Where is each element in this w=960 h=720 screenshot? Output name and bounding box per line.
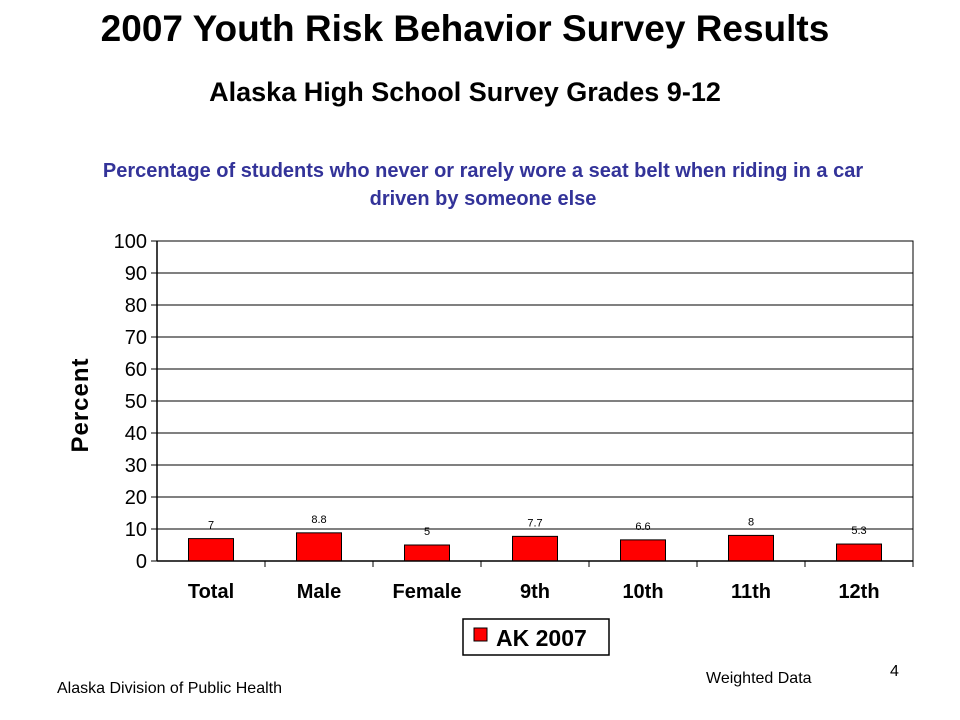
x-tick-label: Male xyxy=(297,581,341,603)
y-tick-label: 40 xyxy=(125,423,147,445)
data-label: 8.8 xyxy=(311,514,326,526)
data-label: 5.3 xyxy=(851,525,866,537)
legend-box xyxy=(462,618,610,656)
bar xyxy=(620,539,666,562)
y-axis-label: Percent xyxy=(67,357,94,452)
slide-number: 4 xyxy=(890,663,899,680)
legend-swatch xyxy=(473,627,488,642)
footer-note: Weighted Data xyxy=(706,670,812,687)
data-label: 6.6 xyxy=(635,521,650,533)
x-tick-label: 12th xyxy=(838,581,879,603)
y-tick-label: 70 xyxy=(125,327,147,349)
x-tick-label: Total xyxy=(188,581,234,603)
data-label: 7 xyxy=(208,520,214,532)
y-tick-label: 100 xyxy=(114,231,147,253)
data-label: 5 xyxy=(424,526,430,538)
data-label: 7.7 xyxy=(527,517,542,529)
slide-subtitle: Alaska High School Survey Grades 9-12 xyxy=(209,77,721,107)
footer-organization: Alaska Division of Public Health xyxy=(57,680,282,697)
bar xyxy=(188,538,234,562)
bar xyxy=(836,543,882,562)
data-label: 8 xyxy=(748,516,754,528)
x-tick-label: 9th xyxy=(520,581,550,603)
y-tick-label: 10 xyxy=(125,519,147,541)
y-tick-label: 60 xyxy=(125,359,147,381)
x-tick-label: 11th xyxy=(731,581,771,603)
y-tick-label: 50 xyxy=(125,391,147,413)
bar xyxy=(512,535,558,562)
chart-title: Percentage of students who never or rare… xyxy=(102,160,864,210)
bar xyxy=(296,532,342,562)
y-tick-label: 30 xyxy=(125,455,147,477)
slide-title: 2007 Youth Risk Behavior Survey Results xyxy=(100,8,830,49)
y-tick-label: 90 xyxy=(125,263,147,285)
bar xyxy=(728,534,774,562)
bar xyxy=(404,544,450,562)
x-tick-label: 10th xyxy=(622,581,663,603)
y-tick-label: 20 xyxy=(125,487,147,509)
legend-label: AK 2007 xyxy=(496,625,587,651)
y-tick-label: 0 xyxy=(136,551,147,573)
y-tick-label: 80 xyxy=(125,295,147,317)
x-tick-label: Female xyxy=(393,581,462,603)
